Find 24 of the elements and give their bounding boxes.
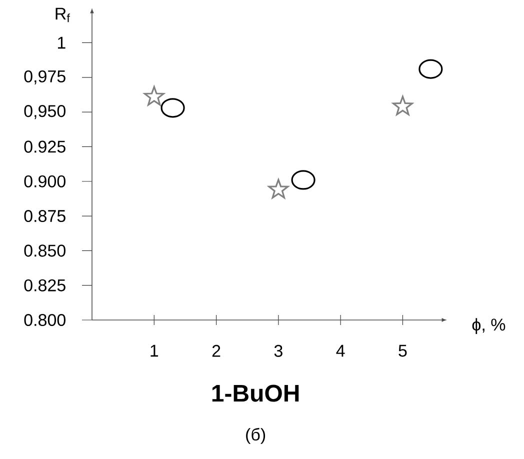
x-tick-label: 1 [150,344,158,357]
y-tick-label: 1 [58,36,66,49]
x-axis-title: ϕ, % [472,318,506,334]
point [160,98,185,118]
y-tick-label: 0.825 [24,279,66,292]
y-axis-title: R$_{f}$ [56,8,70,22]
x-tick-label: 5 [398,344,407,357]
y-tick-label: 0.800 [24,314,66,326]
y-tick-label: 0.925 [24,140,66,153]
y-tick-label: 0,975 [24,70,66,84]
point [418,59,443,79]
y-tick-label: 0,950 [24,105,66,120]
y-tick-label: 0.900 [24,175,66,188]
point [392,96,413,116]
text: 1-BuOH [212,384,299,402]
y-tick-label: 0.875 [24,210,66,222]
x-tick-label: 2 [212,344,220,357]
text: (б) [246,428,266,444]
x-tick-label: 4 [336,344,345,357]
point [291,170,316,190]
y-tick-label: 0.850 [24,244,66,257]
point [268,178,289,198]
x-tick-label: 3 [274,344,282,357]
point [144,86,164,106]
